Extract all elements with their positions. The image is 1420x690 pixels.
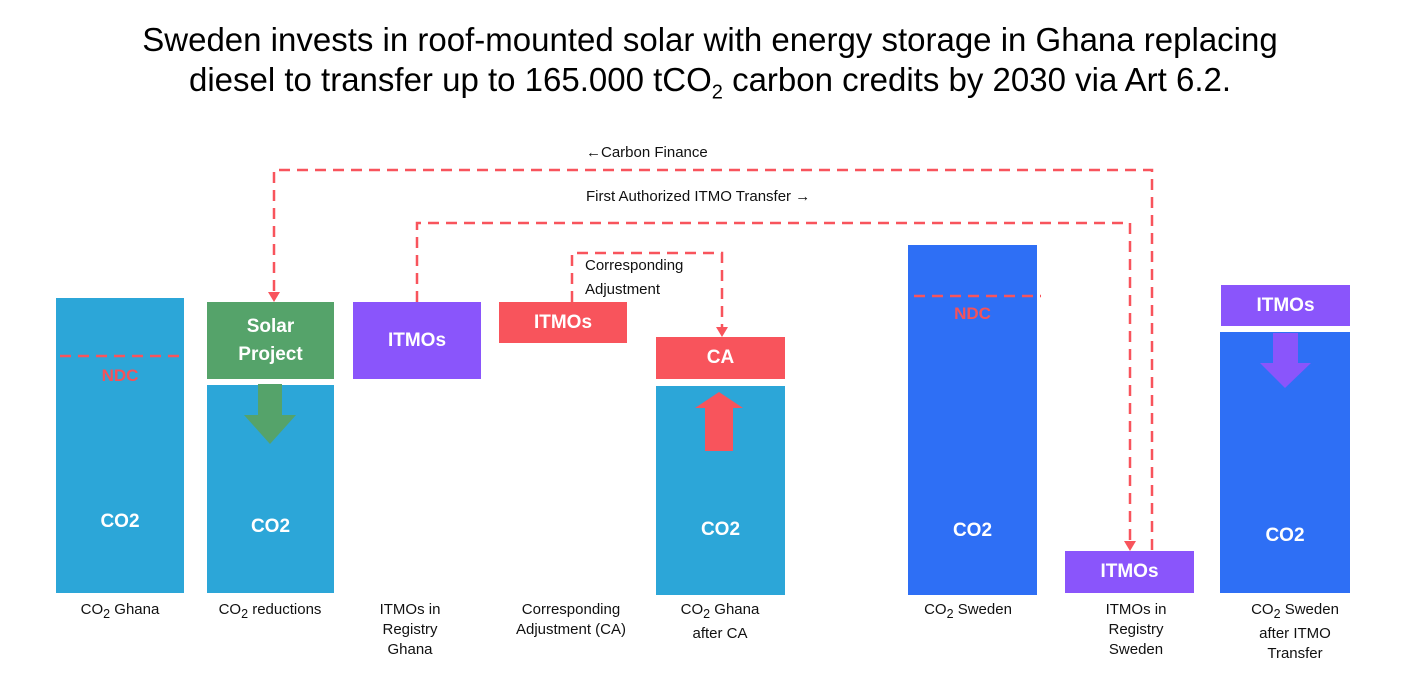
- co2-ghana-bar: NDC CO2: [56, 298, 184, 593]
- co2-text: CO2: [700, 519, 741, 540]
- down-arrow-icon: [244, 384, 296, 444]
- arrowhead-icon: [716, 327, 728, 337]
- ca-flow-label: Corresponding Adjustment: [585, 257, 684, 298]
- down-arrow-icon: [1260, 333, 1311, 388]
- arrowhead-icon: [1124, 541, 1136, 551]
- itmos-ca-box: ITMOs: [499, 302, 627, 343]
- label-itmos-registry-sweden: ITMOs in Registry Sweden: [1105, 601, 1167, 658]
- carbon-finance-label: ←Carbon Finance: [586, 144, 708, 161]
- ndc-label: NDC: [954, 304, 991, 323]
- itmos-transferred-box: ITMOs: [1221, 285, 1350, 326]
- label-itmos-registry-ghana: ITMOs in Registry Ghana: [379, 601, 441, 658]
- carbon-finance-line: [272, 168, 1154, 550]
- label-ca: Corresponding Adjustment (CA): [515, 601, 627, 638]
- label-co2-ghana: CO2 Ghana: [80, 601, 160, 621]
- solar-project-box: Solar Project: [207, 302, 334, 379]
- label-co2-sweden: CO2 Sweden: [924, 601, 1012, 621]
- co2-text: CO2: [100, 511, 140, 532]
- up-arrow-icon: [695, 392, 743, 451]
- label-co2-reductions: CO2 reductions: [218, 601, 322, 621]
- title-line-1: Sweden invests in roof-mounted solar wit…: [142, 21, 1278, 58]
- ca-box: CA: [656, 337, 785, 379]
- itmo-transfer-label: First Authorized ITMO Transfer →: [586, 188, 811, 205]
- itmos-sweden-box: ITMOs: [1065, 551, 1194, 593]
- co2-text: CO2: [250, 516, 291, 537]
- label-co2-ghana-after-ca: CO2 Ghana after CA: [680, 601, 760, 642]
- ndc-label: NDC: [101, 366, 139, 385]
- arrowhead-icon: [268, 292, 280, 302]
- itmo-transfer-line: [415, 221, 1132, 543]
- title-line-2: diesel to transfer up to 165.000 tCO2 ca…: [188, 61, 1232, 104]
- label-co2-sweden-after: CO2 Sweden after ITMO Transfer: [1251, 601, 1339, 662]
- co2-text: CO2: [1265, 525, 1305, 546]
- co2-text: CO2: [952, 520, 993, 541]
- ca-line: [570, 251, 724, 329]
- co2-sweden-bar: NDC CO2: [908, 245, 1037, 595]
- itmos-ghana-box: ITMOs: [353, 302, 481, 379]
